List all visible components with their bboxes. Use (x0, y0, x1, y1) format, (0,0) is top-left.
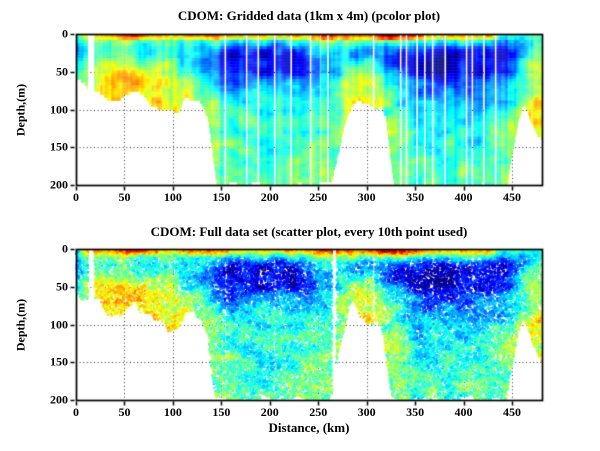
pcolor-y-axis-label: Depth,(m) (13, 83, 28, 137)
x-tick-label: 450 (502, 190, 521, 204)
y-tick-label: 150 (50, 139, 68, 154)
x-tick-label: 300 (357, 190, 376, 204)
x-tick-label: 200 (260, 405, 279, 419)
x-tick-label: 200 (260, 190, 279, 204)
x-tick-label: 100 (163, 405, 182, 419)
x-tick-label: 150 (212, 190, 231, 204)
y-tick-label: 200 (50, 392, 68, 407)
scatter-plot-title: CDOM: Full data set (scatter plot, every… (150, 224, 468, 239)
y-tick-label: 100 (50, 102, 68, 116)
y-tick-label: 0 (62, 241, 68, 256)
y-tick-label: 50 (56, 64, 68, 79)
x-tick-label: 0 (73, 190, 79, 204)
x-tick-label: 250 (309, 405, 328, 419)
x-tick-label: 50 (118, 190, 131, 204)
pcolor-plot-title: CDOM: Gridded data (1km x 4m) (pcolor pl… (177, 8, 441, 23)
y-tick-label: 100 (50, 317, 68, 331)
x-tick-label: 300 (357, 405, 376, 419)
x-tick-label: 400 (454, 190, 473, 204)
x-tick-label: 250 (309, 190, 328, 204)
x-tick-label: 0 (73, 405, 79, 419)
x-tick-label: 150 (212, 405, 231, 419)
x-tick-label: 100 (163, 190, 182, 204)
x-tick-label: 350 (406, 405, 425, 419)
x-tick-label: 350 (406, 190, 425, 204)
scatter-y-axis-label: Depth,(m) (13, 298, 28, 352)
x-tick-label: 450 (502, 405, 521, 419)
y-tick-label: 50 (56, 279, 68, 294)
x-axis-label: Distance, (km) (268, 420, 350, 435)
y-tick-label: 0 (62, 26, 68, 41)
y-tick-label: 200 (50, 177, 68, 192)
y-tick-label: 150 (50, 354, 68, 369)
x-tick-label: 400 (454, 405, 473, 419)
x-tick-label: 50 (118, 405, 131, 419)
